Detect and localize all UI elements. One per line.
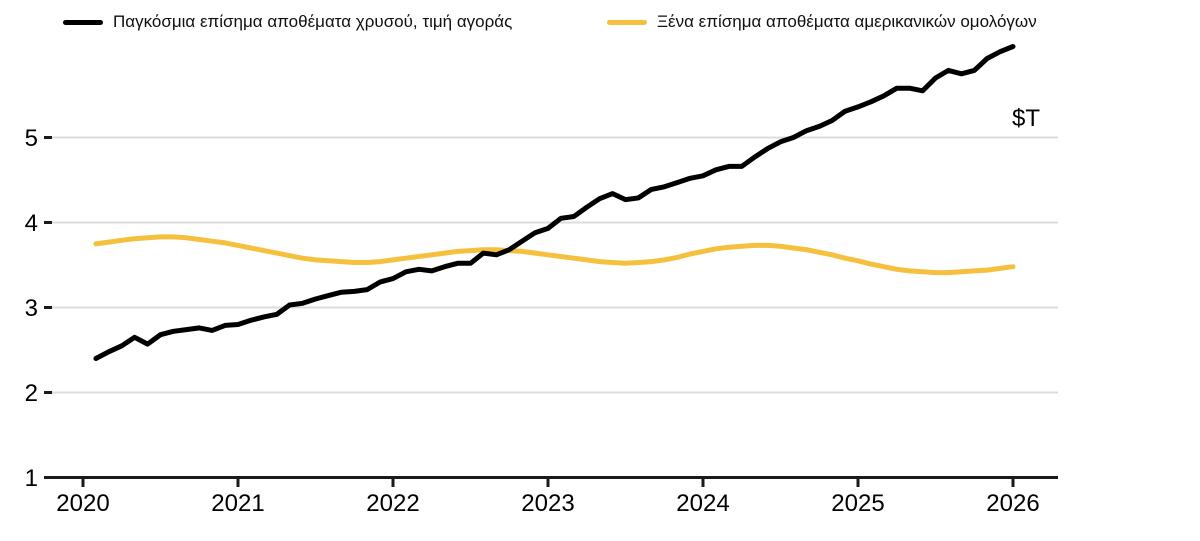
gold-series-label: Παγκόσμια επίσημα αποθέματα χρυσού, τιμή…	[113, 12, 513, 31]
x-tick-label: 2025	[831, 490, 884, 517]
treasury-series-label: Ξένα επίσημα αποθέματα αμερικανικών ομολ…	[657, 12, 1037, 31]
legend-item-gold-reserves: Παγκόσμια επίσημα αποθέματα χρυσού, τιμή…	[63, 10, 512, 34]
treasury-series-swatch	[607, 19, 647, 25]
gold-series-swatch	[63, 19, 103, 25]
x-tick-label: 2023	[521, 490, 574, 517]
unit-label: $T	[1012, 105, 1040, 132]
x-tick-label: 2024	[676, 490, 729, 517]
x-tick-label: 2022	[366, 490, 419, 517]
y-tick-label: 5	[25, 125, 38, 152]
y-tick-label: 1	[25, 465, 38, 492]
y-tick-label: 2	[25, 380, 38, 407]
x-tick-label: 2026	[986, 490, 1039, 517]
x-tick-label: 2021	[211, 490, 264, 517]
series-line-treasuries	[93, 234, 1016, 276]
legend-item-treasuries: Ξένα επίσημα αποθέματα αμερικανικών ομολ…	[607, 10, 1037, 34]
x-tick-label: 2020	[56, 490, 109, 517]
y-tick-label: 3	[25, 295, 38, 322]
y-tick-label: 4	[25, 210, 38, 237]
series-line-gold-reserves	[93, 44, 1016, 361]
